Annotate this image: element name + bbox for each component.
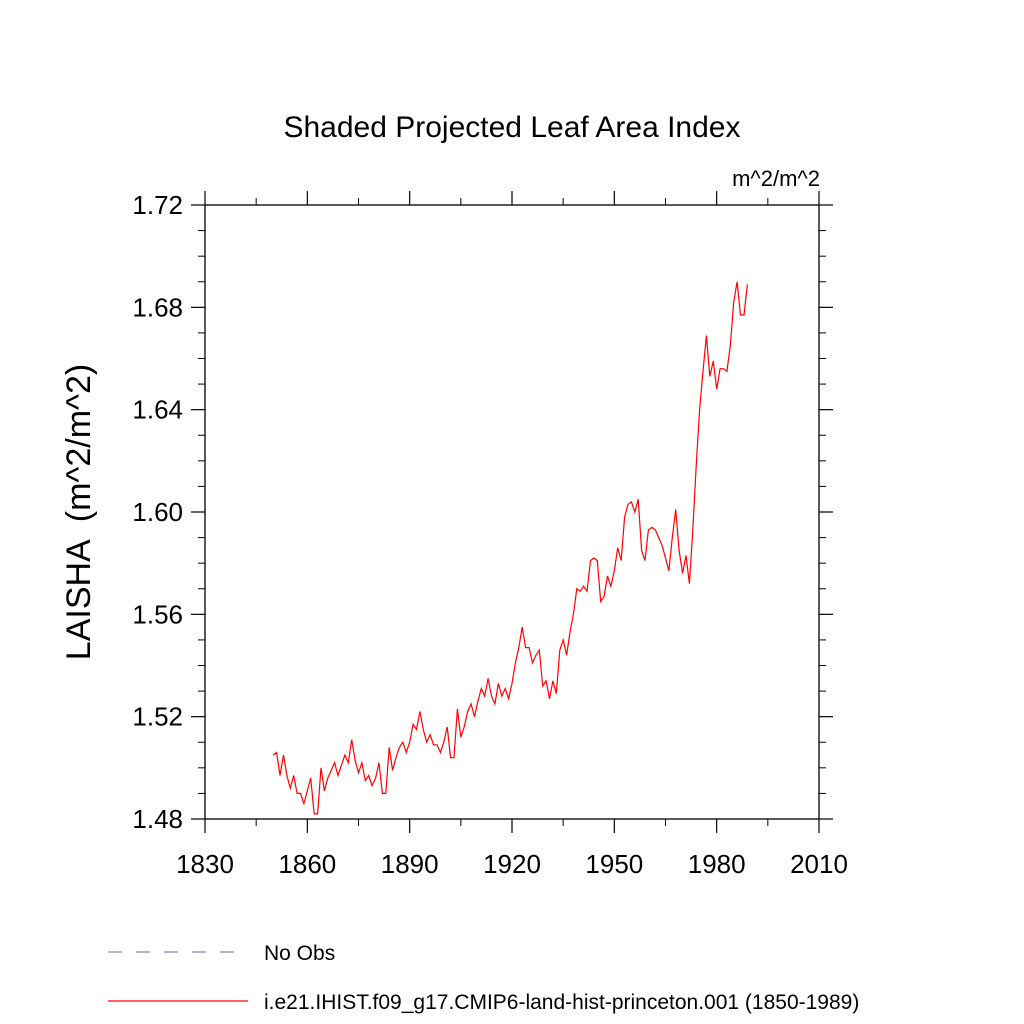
x-tick-label: 1860 bbox=[278, 849, 336, 879]
y-tick-label: 1.48 bbox=[132, 804, 183, 834]
y-tick-label: 1.72 bbox=[132, 190, 183, 220]
axis-ticks bbox=[191, 191, 833, 833]
x-tick-label: 1950 bbox=[585, 849, 643, 879]
x-tick-label: 1980 bbox=[688, 849, 746, 879]
y-tick-label: 1.52 bbox=[132, 702, 183, 732]
chart-title: Shaded Projected Leaf Area Index bbox=[283, 111, 740, 144]
tick-labels: 1830 1860 1890 1920 1950 1980 2010 1.48 1.52 1.56… bbox=[132, 190, 848, 879]
y-tick-label: 1.68 bbox=[132, 292, 183, 322]
x-tick-label: 1920 bbox=[483, 849, 541, 879]
y-tick-label: 1.60 bbox=[132, 497, 183, 527]
y-axis-label: LAISHA (m^2/m^2) bbox=[60, 364, 98, 660]
y-tick-label: 1.64 bbox=[132, 395, 183, 425]
x-tick-label: 2010 bbox=[790, 849, 848, 879]
y-tick-label: 1.56 bbox=[132, 599, 183, 629]
x-tick-label: 1830 bbox=[176, 849, 234, 879]
plot-frame bbox=[204, 204, 820, 820]
legend-label-model: i.e21.IHIST.f09_g17.CMIP6-land-hist-prin… bbox=[264, 991, 859, 1014]
series-layer bbox=[272, 281, 748, 815]
legend-label-no-obs: No Obs bbox=[264, 942, 335, 965]
legend: No Obs i.e21.IHIST.f09_g17.CMIP6-land-hi… bbox=[108, 942, 859, 1014]
series-line bbox=[272, 281, 748, 815]
x-tick-label: 1890 bbox=[381, 849, 439, 879]
units-label: m^2/m^2 bbox=[732, 166, 820, 191]
